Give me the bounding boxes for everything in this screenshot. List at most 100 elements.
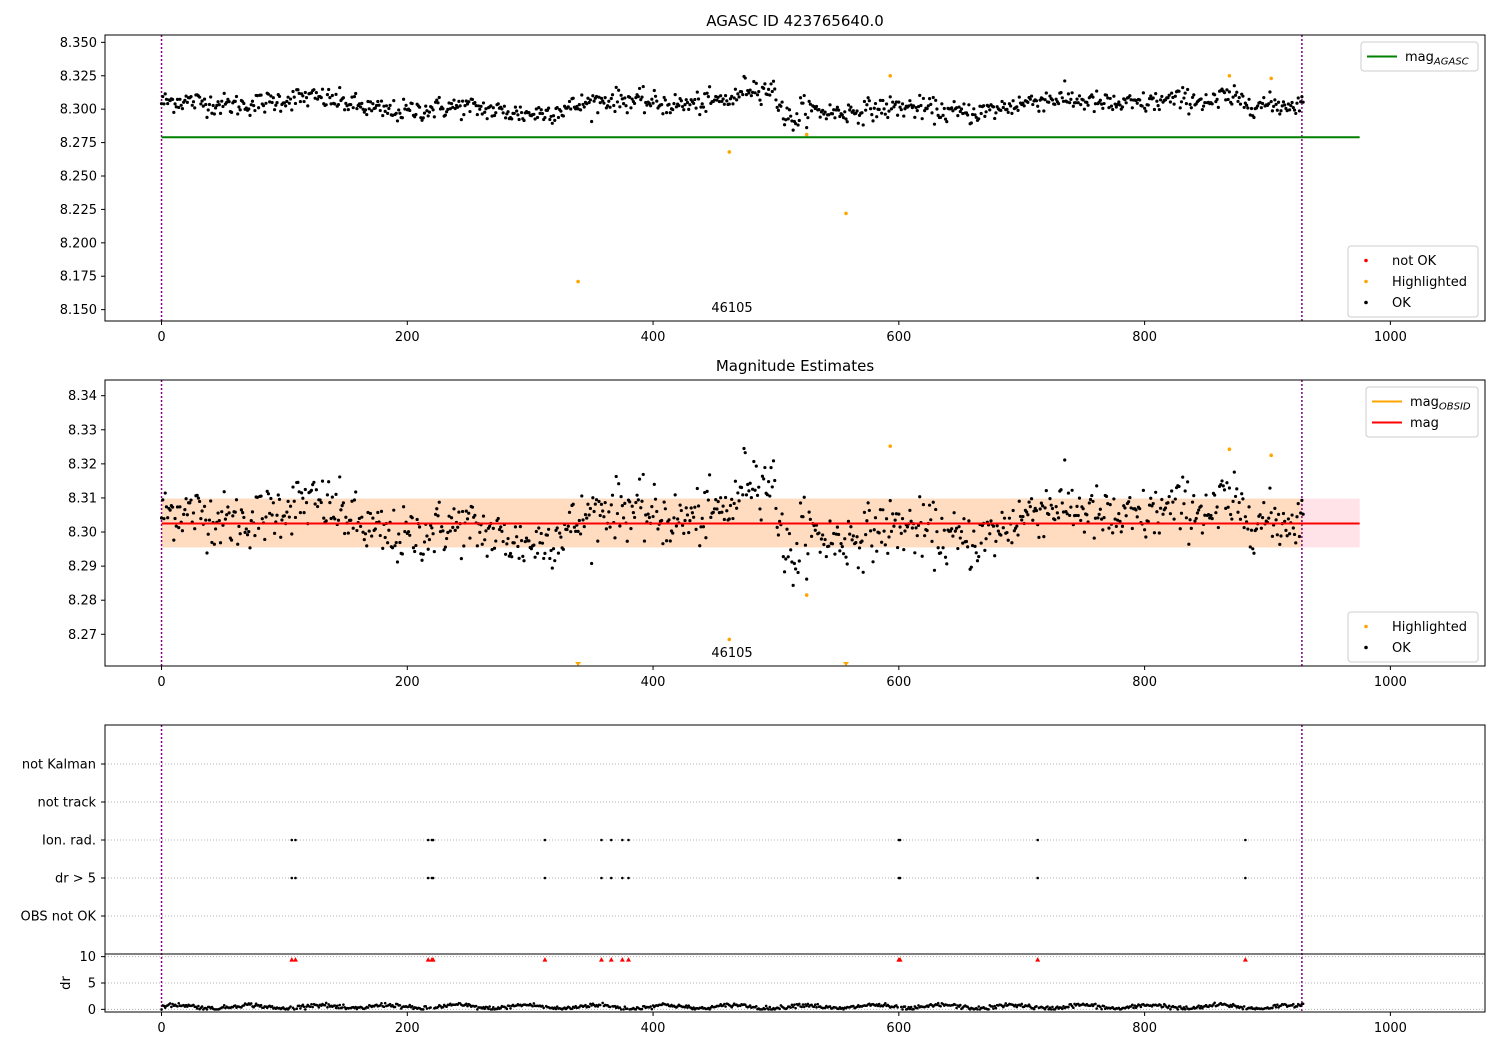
panel2-ok-point <box>1016 533 1020 537</box>
dr-point <box>499 1006 502 1010</box>
panel2-ok-point <box>1147 503 1152 507</box>
panel2-ok-point <box>501 539 505 544</box>
panel1-ok-point <box>1114 105 1118 109</box>
panel1-ok-point <box>1006 110 1010 114</box>
dr-point <box>555 1005 559 1008</box>
panel1-ok-point <box>586 96 590 100</box>
panel1-ok-point <box>828 103 832 107</box>
panel1-ok-point <box>896 113 900 117</box>
panel1-ok-point <box>1042 109 1046 113</box>
panel1-ok-point <box>768 93 772 97</box>
panel2-ok-point <box>296 480 300 485</box>
panel2-ok-point <box>1149 496 1153 500</box>
panel1-ok-point <box>441 107 445 111</box>
panel2-ok-point <box>1091 499 1095 504</box>
panel2-ok-point <box>1000 510 1004 514</box>
panel1-ok-point <box>1151 96 1155 100</box>
panel2-ok-point <box>765 493 769 497</box>
panel2-ok-point <box>1127 500 1131 504</box>
dr-point <box>618 1006 622 1009</box>
panel2-ok-point <box>182 512 186 516</box>
dr-point <box>1060 1007 1064 1011</box>
panel2-ok-point <box>397 532 401 536</box>
panel1-ok-point <box>732 96 736 100</box>
panel1-ok-point <box>1010 111 1014 115</box>
panel2-ok-point <box>1079 518 1083 523</box>
panel2-ok-point <box>851 534 855 538</box>
panel2-ok-point <box>457 510 461 514</box>
panel1-ok-point <box>1224 98 1228 102</box>
panel2-ok-point <box>698 544 702 548</box>
panel2-ok-point <box>991 524 996 528</box>
panel2-ok-point <box>164 505 169 509</box>
dr-point <box>649 1005 652 1008</box>
panel2-ok-point <box>988 532 992 536</box>
panel1-ok-point <box>930 111 934 115</box>
dr-point <box>903 1005 907 1008</box>
panel2-ok-point <box>510 555 514 559</box>
panel2-ok-point <box>1194 516 1198 521</box>
panel1-ok-point <box>1204 93 1208 97</box>
panel1-ok-point <box>286 95 290 99</box>
panel2-ok-point <box>413 549 417 554</box>
panel2-ok-point <box>1075 504 1079 508</box>
dr-point <box>1159 1003 1162 1007</box>
panel1-ok-point <box>870 113 874 117</box>
panel1-ok-point <box>237 105 241 109</box>
dr-point <box>909 1005 913 1009</box>
panel1-ok-point <box>172 110 176 114</box>
panel1-ok-point <box>1276 100 1281 104</box>
panel2-ok-point <box>597 499 601 504</box>
panel1-ok-point <box>518 105 522 109</box>
panel1-ok-point <box>1171 95 1175 100</box>
panel1-ok-point <box>539 108 543 112</box>
dr-point <box>793 1003 796 1007</box>
panel2-ok-point <box>432 550 436 554</box>
panel2-ok-point <box>977 555 981 559</box>
panel1-ok-point <box>754 81 758 85</box>
panel1-ok-point <box>1102 101 1106 106</box>
panel2-ok-point <box>1288 532 1292 536</box>
dr-point <box>323 1003 327 1007</box>
panel2-ok-point <box>1119 530 1123 534</box>
panel2-ok-point <box>357 516 361 521</box>
panel1-ok-point <box>1186 87 1190 92</box>
panel1-ok-point <box>1178 106 1182 110</box>
panel1-ok-point <box>417 105 422 109</box>
panel1-ok-point <box>994 111 998 115</box>
panel2-frame <box>104 379 1486 667</box>
panel1-ok-point <box>883 112 887 116</box>
panel2-ok-point <box>918 495 922 499</box>
dr-point <box>1185 1005 1188 1008</box>
panel2-ok-point <box>551 547 556 551</box>
flag-point <box>1036 838 1039 842</box>
dr-point <box>554 1007 558 1011</box>
panel1-ok-point <box>504 116 508 120</box>
panel2-ok-point <box>1238 517 1243 521</box>
panel2-ok-point <box>995 524 999 528</box>
flag-point <box>621 838 624 842</box>
panel2-ok-point <box>983 548 987 552</box>
panel1-ok-point <box>464 99 468 103</box>
panel2-ok-point <box>762 477 766 481</box>
panel1-ok-point <box>436 101 440 105</box>
panel1-ok-point <box>268 100 272 104</box>
panel1-ok-point <box>1005 107 1009 111</box>
panel1-ok-point <box>270 100 274 105</box>
panel2-ok-point <box>954 526 959 530</box>
panel1-ok-point <box>993 116 997 121</box>
panel2-ok-point <box>553 559 557 563</box>
panel2-ok-point <box>805 577 809 581</box>
panel2-ok-point <box>429 523 433 527</box>
panel2-ok-point <box>1060 501 1064 505</box>
panel1-ok-point <box>967 103 971 107</box>
panel1-ok-point <box>865 103 869 107</box>
panel1-ok-point <box>1081 98 1085 102</box>
panel1-ok-point <box>1085 100 1089 104</box>
panel1-ok-point <box>207 102 212 107</box>
panel2-ok-point <box>1249 528 1254 532</box>
panel1-ok-point <box>903 107 907 111</box>
panel1-ok-point <box>954 106 959 110</box>
panel2-plot-area <box>159 380 1360 666</box>
panel1-ok-point <box>741 92 745 97</box>
